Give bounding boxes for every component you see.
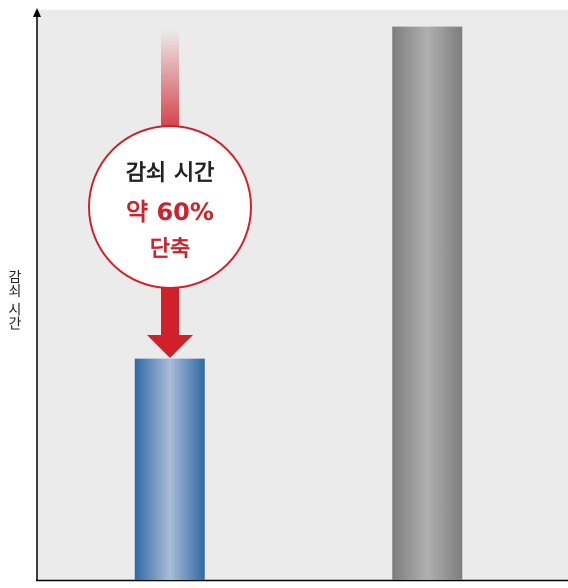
arrow-tail xyxy=(161,30,179,130)
annotation-note: 단축 xyxy=(150,237,190,262)
y-axis-label: 감쇠 시간 xyxy=(6,270,22,331)
annotation-title: 감쇠 시간 xyxy=(126,161,215,186)
annotation-value: 약 60% xyxy=(126,198,214,226)
y-axis-arrow xyxy=(33,8,41,17)
bar xyxy=(134,358,205,580)
plot-area xyxy=(37,10,568,580)
arrow-shaft xyxy=(161,282,179,336)
bar xyxy=(392,26,463,581)
annotation-circle xyxy=(88,125,252,289)
arrow-head xyxy=(147,335,193,358)
